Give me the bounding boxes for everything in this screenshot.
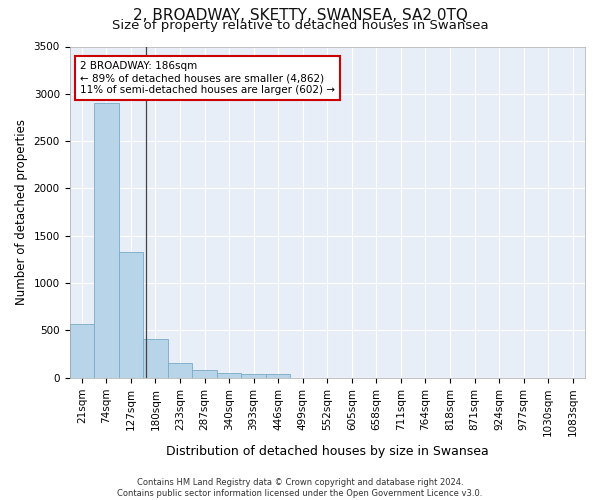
Y-axis label: Number of detached properties: Number of detached properties [15,119,28,305]
Bar [119,252,143,378]
Text: Size of property relative to detached houses in Swansea: Size of property relative to detached ho… [112,19,488,32]
Bar [143,339,168,378]
X-axis label: Distribution of detached houses by size in Swansea: Distribution of detached houses by size … [166,444,488,458]
Bar [192,370,217,378]
Text: 2, BROADWAY, SKETTY, SWANSEA, SA2 0TQ: 2, BROADWAY, SKETTY, SWANSEA, SA2 0TQ [133,8,467,22]
Text: Contains HM Land Registry data © Crown copyright and database right 2024.
Contai: Contains HM Land Registry data © Crown c… [118,478,482,498]
Bar [70,324,94,378]
Bar [241,374,266,378]
Bar [266,374,290,378]
Text: 2 BROADWAY: 186sqm
← 89% of detached houses are smaller (4,862)
11% of semi-deta: 2 BROADWAY: 186sqm ← 89% of detached hou… [80,62,335,94]
Bar [217,372,241,378]
Bar [94,104,119,378]
Bar [168,363,192,378]
